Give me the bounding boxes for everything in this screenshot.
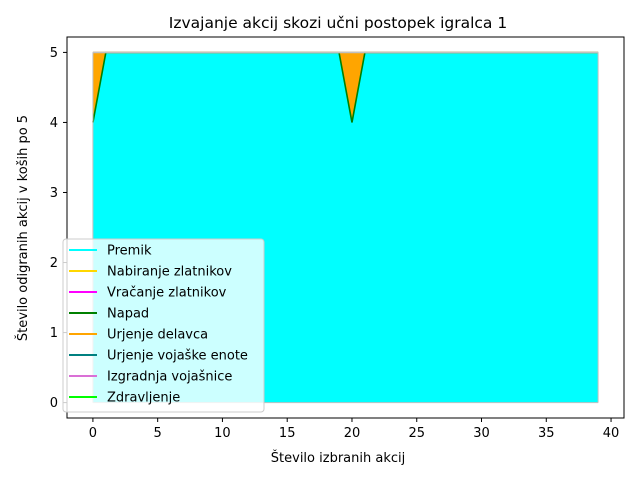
legend-entry-label: Urjenje delavca — [107, 328, 208, 343]
y-axis-title: Število odigranih akcij v koših po 5 — [15, 115, 31, 341]
y-tick-label: 5 — [50, 46, 58, 61]
x-tick-label: 40 — [603, 426, 620, 441]
axes-frame — [66, 36, 625, 419]
x-axis-title: Število izbranih akcij — [271, 450, 405, 466]
y-tick-label: 2 — [50, 256, 58, 271]
y-tick-label: 3 — [50, 186, 58, 201]
y-tick-label: 4 — [50, 116, 58, 131]
legend-entry-label: Nabiranje zlatnikov — [107, 265, 232, 280]
x-tick-label: 0 — [89, 426, 97, 441]
legend-box — [62, 238, 265, 413]
x-tick-label: 15 — [279, 426, 296, 441]
x-tick-label: 35 — [538, 426, 555, 441]
x-tick-label: 30 — [473, 426, 490, 441]
legend-entry-label: Zdravljenje — [107, 391, 180, 406]
axes: 0 5 10 15 20 25 30 35 40 0 1 2 3 4 5 — [50, 36, 625, 441]
legend: Premik Nabiranje zlatnikov Vračanje zlatni… — [62, 238, 265, 413]
legend-entry-label: Premik — [107, 244, 152, 259]
legend-entry-label: Urjenje vojaške enote — [107, 349, 248, 364]
chart-title: Izvajanje akcij skozi učni postopek igra… — [169, 14, 507, 32]
x-tick-label: 5 — [154, 426, 162, 441]
legend-entry-label: Izgradnja vojašnice — [107, 370, 232, 385]
y-tick-label: 0 — [50, 396, 58, 411]
y-tick-label: 1 — [50, 326, 58, 341]
legend-entry-label: Vračanje zlatnikov — [107, 286, 227, 301]
legend-entry-label: Napad — [107, 307, 149, 322]
x-tick-label: 20 — [344, 426, 361, 441]
x-tick-label: 10 — [214, 426, 231, 441]
x-tick-label: 25 — [408, 426, 425, 441]
